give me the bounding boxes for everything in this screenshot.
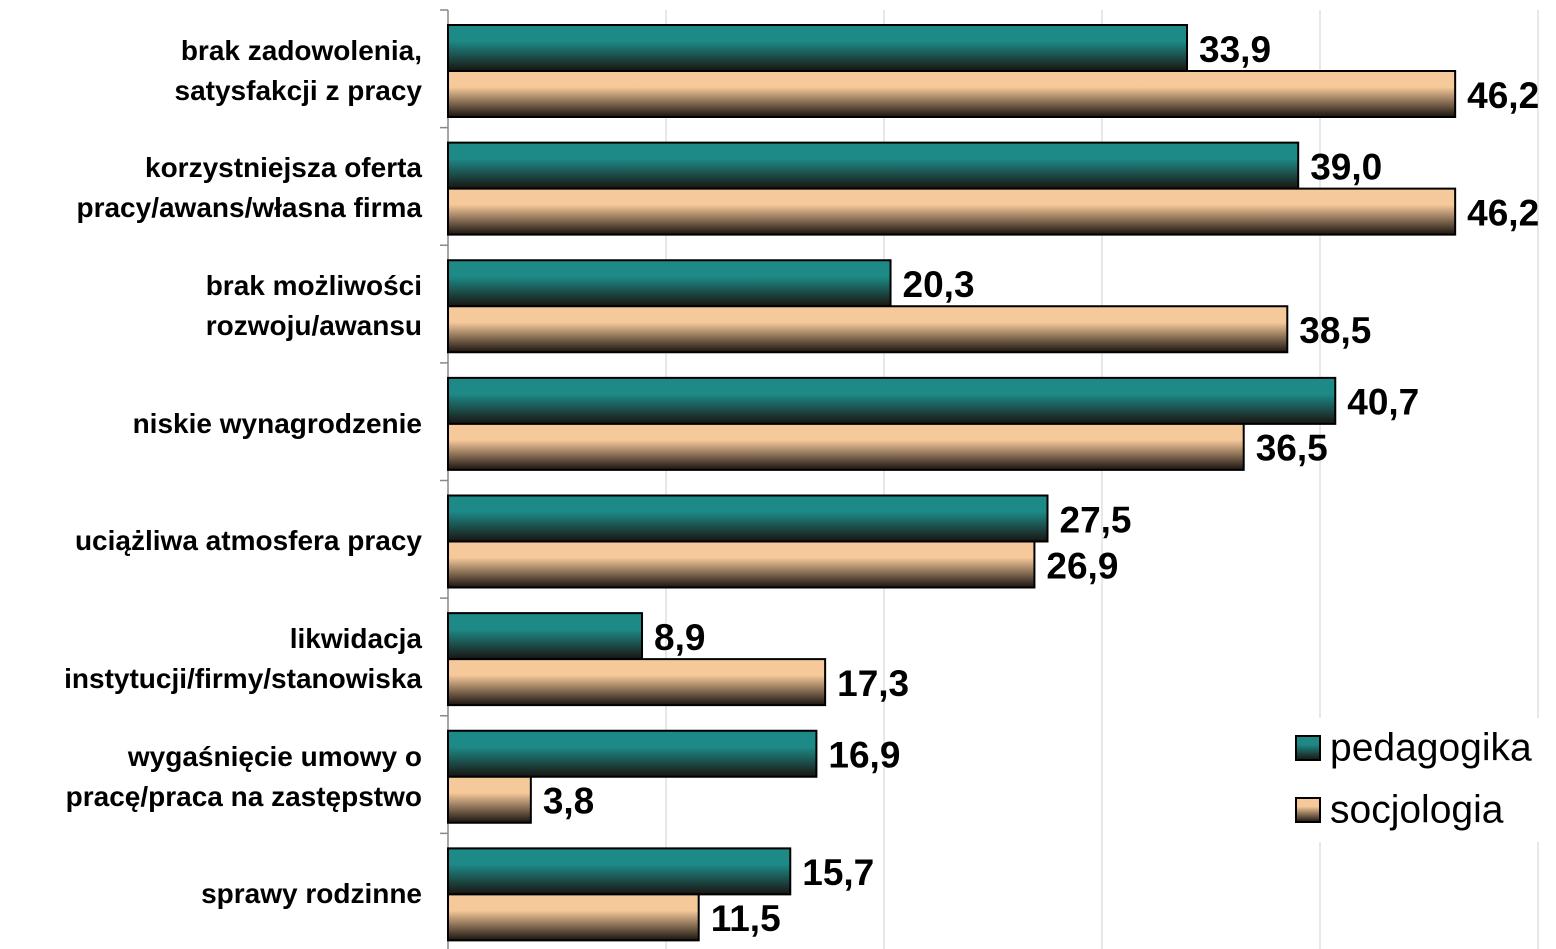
- value-label: 26,9: [1046, 545, 1118, 586]
- y-tick-label: brak możliwości rozwoju/awansu: [205, 270, 422, 342]
- bar: [447, 847, 792, 896]
- value-label: 36,5: [1256, 428, 1328, 469]
- y-tick-label: uciążliwa atmosfera pracy: [74, 525, 422, 557]
- bar: [447, 24, 1189, 72]
- y-tick-label: wygaśnięcie umowy o pracę/praca na zastę…: [65, 740, 422, 812]
- legend-swatch: [1295, 797, 1321, 823]
- value-label: 11,5: [711, 898, 781, 939]
- bar: [447, 494, 1049, 543]
- bar: [447, 376, 1337, 425]
- bar: [447, 775, 532, 824]
- value-label: 17,3: [837, 663, 909, 704]
- legend-label: pedagogika: [1330, 726, 1532, 769]
- legend: [1280, 718, 1556, 842]
- bar: [447, 612, 644, 661]
- bar: [447, 187, 1457, 236]
- y-tick-label: brak zadowolenia, satysfakcji z pracy: [174, 34, 423, 106]
- bar: [447, 658, 827, 707]
- y-tick-label: korzystniejsza oferta pracy/awans/własna…: [76, 152, 422, 224]
- value-label: 40,7: [1347, 382, 1419, 423]
- value-label: 8,9: [654, 617, 705, 658]
- value-label: 33,9: [1199, 29, 1271, 70]
- bar: [447, 305, 1289, 354]
- value-label: 27,5: [1060, 499, 1132, 540]
- y-tick-label: niskie wynagrodzenie: [132, 407, 422, 439]
- value-label: 39,0: [1310, 146, 1382, 187]
- value-label: 38,5: [1299, 310, 1371, 351]
- y-tick-label: sprawy rodzinne: [201, 878, 422, 910]
- legend-swatch: [1295, 735, 1321, 761]
- bar: [447, 422, 1245, 471]
- bar: [447, 540, 1036, 589]
- value-label: 46,2: [1467, 192, 1539, 233]
- value-label: 16,9: [828, 735, 900, 776]
- value-label: 15,7: [802, 852, 874, 893]
- bar: [447, 70, 1457, 118]
- bar: [447, 729, 818, 778]
- bar: [447, 259, 892, 308]
- bar: [447, 141, 1300, 190]
- y-tick-label: likwidacja instytucji/firmy/stanowiska: [64, 622, 422, 694]
- value-label: 46,2: [1467, 75, 1539, 116]
- legend-label: socjologia: [1330, 788, 1504, 831]
- bar: [447, 893, 700, 942]
- value-label: 3,8: [543, 781, 594, 822]
- value-label: 20,3: [903, 264, 975, 305]
